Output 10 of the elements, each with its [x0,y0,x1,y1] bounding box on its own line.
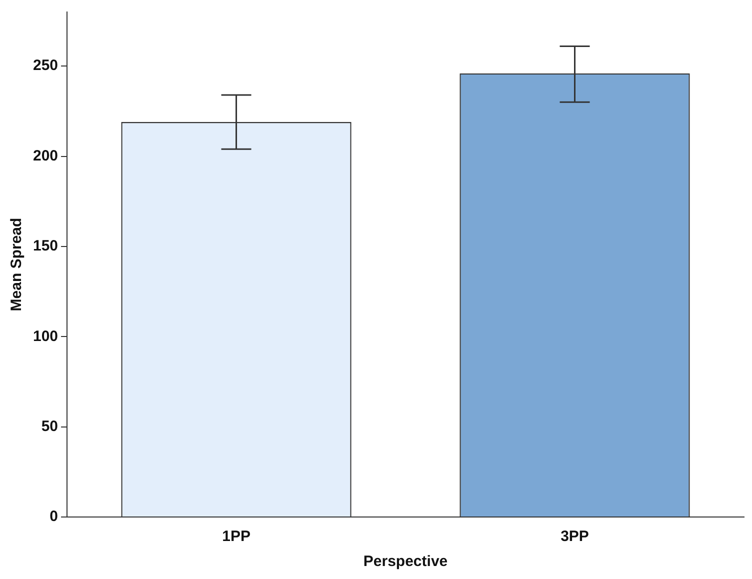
y-tick-label: 0 [50,508,58,526]
y-tick-label: 100 [32,328,58,345]
y-tick-label: 250 [32,57,58,74]
y-tick-label: 50 [41,418,58,435]
x-tick-label: 1PP [222,528,250,546]
y-tick-label: 200 [32,147,58,164]
x-axis-title: Perspective [363,553,448,570]
x-tick-label: 3PP [560,528,589,546]
y-tick-label: 150 [32,238,58,255]
y-axis-title: Mean Spread [8,218,26,312]
